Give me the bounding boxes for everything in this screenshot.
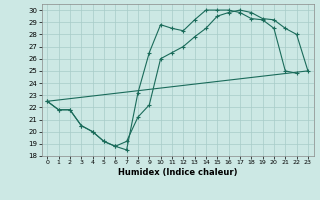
- X-axis label: Humidex (Indice chaleur): Humidex (Indice chaleur): [118, 168, 237, 177]
